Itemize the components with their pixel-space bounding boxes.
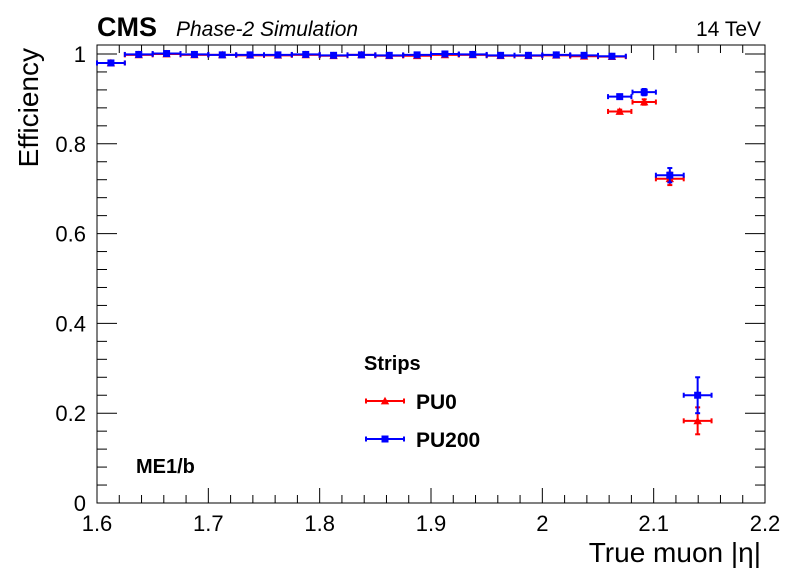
data-point [235,51,265,59]
y-tick-label: 0.6 [55,222,86,247]
data-point [541,51,572,59]
experiment-label: CMS [97,12,157,42]
data-point [485,51,516,59]
legend-marker [380,396,390,405]
y-tick-label: 0.4 [55,311,86,336]
point-marker [694,391,702,399]
data-point [631,88,657,97]
data-point [654,167,685,184]
point-marker [413,51,421,59]
point-marker [302,50,310,58]
point-marker [163,50,171,58]
point-marker [640,97,649,106]
data-point [631,97,657,106]
y-tick-label: 1 [74,42,86,67]
point-marker [107,59,115,67]
data-point [607,107,633,115]
data-point [402,51,432,59]
data-point [96,59,126,67]
point-marker [218,51,226,59]
y-tick-label: 0.8 [55,132,86,157]
point-marker [385,51,393,59]
data-point [263,51,293,59]
point-marker [497,51,505,59]
point-marker [441,50,449,58]
data-point [569,51,599,59]
legend-label: PU0 [416,391,457,414]
point-marker [330,51,338,59]
legend-entries: PU0 PU200 [365,391,480,452]
data-point [457,50,488,58]
legend-label: PU200 [416,429,480,452]
y-axis-title: Efficiency [13,48,44,167]
x-tick-label: 1.6 [82,511,113,536]
x-tick-label: 2.2 [750,511,781,536]
data-point [346,51,377,59]
data-point [513,51,544,59]
y-tick-label: 0.2 [55,401,86,426]
detector-region-label: ME1/b [136,456,195,478]
point-marker [357,51,365,59]
data-point [430,50,460,58]
legend-entry-pu200: PU200 [365,429,480,452]
x-tick-label: 2.1 [638,511,669,536]
point-marker [615,107,624,115]
point-marker [469,50,477,58]
point-marker [246,51,254,59]
y-tick-label: 0 [74,491,86,516]
data-point [179,50,210,58]
series-pu0 [96,49,713,436]
x-axis-title: True muon |η| [589,537,761,568]
y-axis-tick-labels: 0 0.2 0.4 0.6 0.8 1 [55,42,86,516]
point-marker [693,416,702,425]
point-marker [135,50,143,58]
data-point [207,51,238,59]
data-point [123,50,154,58]
x-tick-label: 2 [536,511,548,536]
point-marker [274,51,282,59]
data-point [318,51,349,59]
data-point [607,93,633,101]
point-marker [580,51,588,59]
data-point [290,50,321,58]
y-axis-ticks [97,53,765,504]
point-marker [608,52,616,60]
legend-title: Strips [364,353,421,375]
data-point [682,376,713,415]
data-series [96,49,713,436]
point-marker [666,171,674,179]
series-pu200 [96,50,713,415]
point-marker [640,88,648,96]
point-marker [524,51,532,59]
simulation-label: Phase-2 Simulation [176,18,358,41]
x-axis-tick-labels: 1.6 1.7 1.8 1.9 2 2.1 2.2 [82,511,781,536]
point-marker [616,93,624,101]
x-tick-label: 1.9 [416,511,447,536]
data-point [374,51,405,59]
data-point [151,50,182,58]
legend-marker [381,435,389,443]
x-tick-label: 1.7 [193,511,224,536]
point-marker [190,50,198,58]
legend: Strips PU0 PU200 [364,353,480,452]
point-marker [552,51,560,59]
legend-entry-pu0: PU0 [365,391,457,414]
energy-label: 14 TeV [696,18,761,41]
data-point [597,52,627,60]
x-tick-label: 1.8 [304,511,335,536]
